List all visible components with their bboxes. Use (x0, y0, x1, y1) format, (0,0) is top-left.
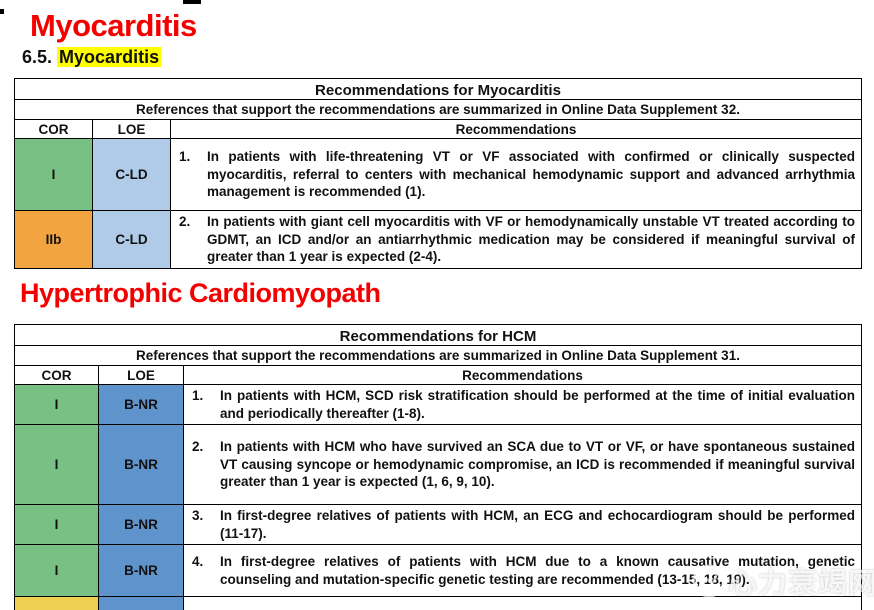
references-note: References that support the recommendati… (14, 345, 862, 366)
column-header-loe: LOE (98, 365, 184, 385)
table-row: I C-LD 1. In patients with life-threaten… (14, 138, 862, 211)
table-row: I B-NR 1. In patients with HCM, SCD risk… (14, 384, 862, 425)
table-title: Recommendations for HCM (14, 324, 862, 346)
recommendation-text: In patients with giant cell myocarditis … (207, 214, 855, 264)
table-title-row: Recommendations for Myocarditis (14, 78, 862, 100)
recommendation-cell (183, 596, 862, 610)
loe-cell: C-LD (92, 210, 171, 269)
column-header-cor: COR (14, 119, 93, 139)
left-edge-artifact (0, 9, 4, 14)
table-row: I B-NR 3. In first-degree relatives of p… (14, 504, 862, 545)
recommendation-number: 2. (179, 214, 191, 229)
myocarditis-recommendations-table: Recommendations for Myocarditis Referenc… (14, 78, 862, 269)
recommendation-cell: 3. In first-degree relatives of patients… (183, 504, 862, 545)
cor-cell: I (14, 138, 93, 211)
column-header-loe: LOE (92, 119, 171, 139)
recommendation-cell: 2. In patients with giant cell myocardit… (170, 210, 862, 269)
hcm-recommendations-table: Recommendations for HCM References that … (14, 324, 862, 610)
loe-cell: B-NR (98, 504, 184, 545)
table-references-row: References that support the recommendati… (14, 99, 862, 120)
column-header-recommendations: Recommendations (170, 119, 862, 139)
cor-cell: IIb (14, 210, 93, 269)
recommendation-cell: 4. In first-degree relatives of patients… (183, 544, 862, 597)
recommendation-number: 4. (192, 554, 204, 569)
loe-cell (98, 596, 184, 610)
section-number: 6.5. (22, 47, 53, 67)
recommendation-cell: 1. In patients with life-threatening VT … (170, 138, 862, 211)
table-references-row: References that support the recommendati… (14, 345, 862, 366)
column-header-recommendations: Recommendations (183, 365, 862, 385)
loe-cell: B-NR (98, 424, 184, 505)
references-note: References that support the recommendati… (14, 99, 862, 120)
table-row: I B-NR 2. In patients with HCM who have … (14, 424, 862, 505)
section-heading: 6.5. Myocarditis (22, 47, 162, 68)
cor-cell: I (14, 424, 99, 505)
recommendation-number: 1. (179, 149, 191, 165)
loe-cell: B-NR (98, 384, 184, 425)
table-row-partial (14, 596, 862, 610)
page-title-myocarditis: Myocarditis (30, 8, 197, 43)
column-header-cor: COR (14, 365, 99, 385)
table-row: I B-NR 4. In first-degree relatives of p… (14, 544, 862, 597)
cor-cell: I (14, 544, 99, 597)
page-title-hypertrophic-cardiomyopathy: Hypertrophic Cardiomyopath (20, 278, 381, 308)
recommendation-cell: 1. In patients with HCM, SCD risk strati… (183, 384, 862, 425)
recommendation-text: In patients with HCM, SCD risk stratific… (220, 388, 855, 421)
recommendation-number: 3. (192, 508, 204, 523)
table-header-row: COR LOE Recommendations (14, 365, 862, 385)
table-title: Recommendations for Myocarditis (14, 78, 862, 100)
recommendation-text: In patients with life-threatening VT or … (207, 149, 855, 200)
recommendation-cell: 2. In patients with HCM who have survive… (183, 424, 862, 505)
loe-cell: C-LD (92, 138, 171, 211)
table-title-row: Recommendations for HCM (14, 324, 862, 346)
cor-cell: I (14, 504, 99, 545)
section-title-highlighted: Myocarditis (57, 47, 162, 67)
recommendation-number: 2. (192, 439, 204, 455)
cor-cell: I (14, 384, 99, 425)
recommendation-text: In patients with HCM who have survived a… (220, 439, 855, 490)
table-row: IIb C-LD 2. In patients with giant cell … (14, 210, 862, 269)
recommendation-number: 1. (192, 388, 204, 403)
recommendation-text: In first-degree relatives of patients wi… (220, 554, 855, 587)
recommendation-text: In first-degree relatives of patients wi… (220, 508, 855, 541)
loe-cell: B-NR (98, 544, 184, 597)
top-edge-artifact (183, 0, 201, 4)
table-header-row: COR LOE Recommendations (14, 119, 862, 139)
cor-cell (14, 596, 99, 610)
